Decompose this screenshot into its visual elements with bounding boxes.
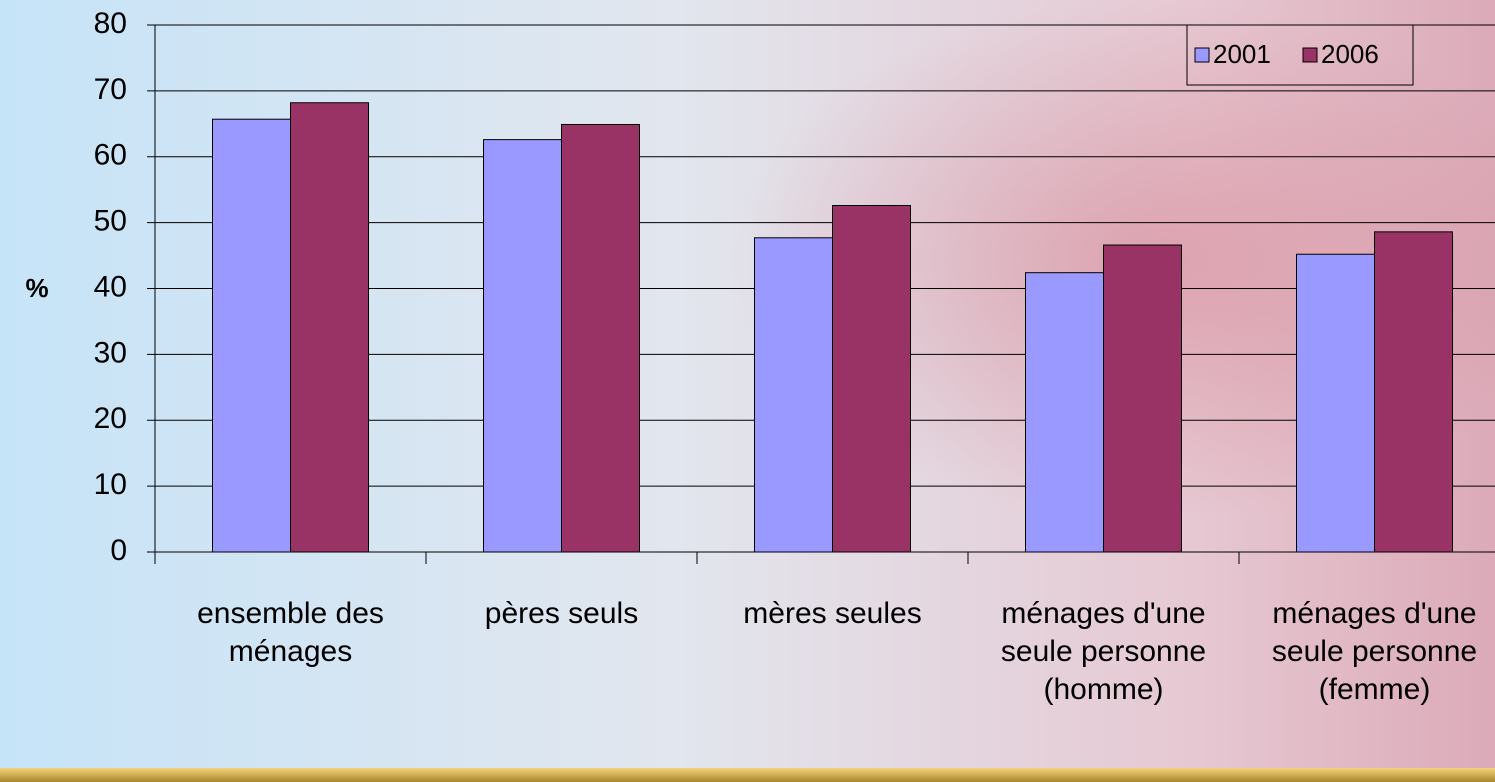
legend-swatch	[1194, 47, 1210, 63]
x-tick-label: ensemble des ménages	[197, 597, 384, 668]
y-tick-label: 10	[94, 468, 127, 501]
bar	[1296, 253, 1375, 553]
y-tick-label: 80	[94, 7, 127, 40]
y-tick-label: 30	[94, 336, 127, 369]
y-tick-label: 60	[94, 139, 127, 172]
y-tick-label: 0	[110, 534, 127, 567]
legend-label: 2006	[1321, 39, 1379, 69]
bar	[832, 204, 911, 553]
legend-swatch	[1302, 47, 1318, 63]
legend-box	[1186, 24, 1414, 86]
y-tick-label: 20	[94, 402, 127, 435]
footer-bar	[0, 768, 1495, 782]
bar	[290, 102, 369, 553]
y-tick-label: 50	[94, 205, 127, 238]
bar	[1025, 272, 1104, 553]
x-tick-label: mères seules	[743, 597, 921, 630]
x-tick-label: pères seuls	[485, 597, 638, 630]
bar	[1103, 244, 1182, 553]
bar	[754, 237, 833, 553]
legend: 2001 2006	[1186, 24, 1414, 86]
y-tick-label: 40	[94, 270, 127, 303]
bar	[483, 139, 562, 553]
bar	[212, 118, 291, 553]
bar	[561, 123, 640, 553]
bar	[1374, 231, 1453, 553]
legend-label: 2001	[1213, 39, 1271, 69]
x-tick-label: ménages d'une seule personne (femme)	[1272, 597, 1477, 706]
y-tick-label: 70	[94, 73, 127, 106]
x-tick-label: ménages d'une seule personne (homme)	[1001, 597, 1206, 706]
y-axis-label: %	[25, 273, 48, 303]
